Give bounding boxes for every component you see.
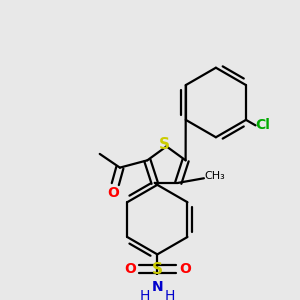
- Text: H: H: [139, 290, 150, 300]
- Text: H: H: [165, 290, 175, 300]
- Text: S: S: [159, 137, 170, 152]
- Text: O: O: [107, 186, 119, 200]
- Text: O: O: [124, 262, 136, 276]
- Text: S: S: [152, 262, 163, 277]
- Text: N: N: [152, 280, 163, 294]
- Text: Cl: Cl: [255, 118, 270, 132]
- Text: O: O: [179, 262, 191, 276]
- Text: CH₃: CH₃: [205, 171, 225, 182]
